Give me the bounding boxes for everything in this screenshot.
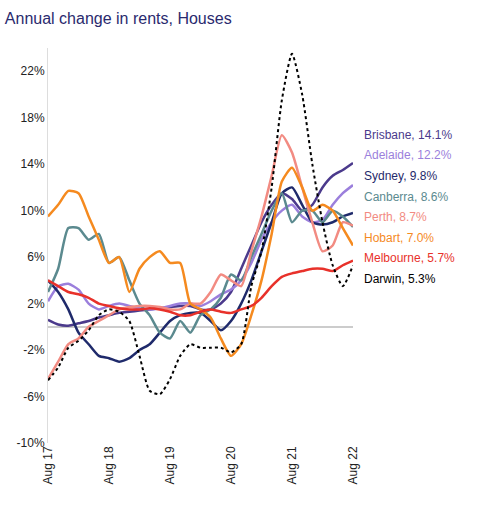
svg-text:Sydney, 9.8%: Sydney, 9.8% [364,169,437,183]
svg-text:Annual change in rents, Houses: Annual change in rents, Houses [5,10,232,27]
svg-text:2%: 2% [27,297,45,311]
svg-text:Perth, 8.7%: Perth, 8.7% [364,210,427,224]
svg-text:Canberra, 8.6%: Canberra, 8.6% [364,190,448,204]
svg-text:Melbourne, 5.7%: Melbourne, 5.7% [364,251,455,265]
svg-text:Adelaide, 12.2%: Adelaide, 12.2% [364,148,452,162]
svg-text:-6%: -6% [23,390,45,404]
svg-text:-10%: -10% [17,436,45,450]
svg-text:Darwin, 5.3%: Darwin, 5.3% [364,272,436,286]
svg-text:Aug 19: Aug 19 [163,446,177,484]
svg-text:10%: 10% [21,204,45,218]
svg-text:Brisbane, 14.1%: Brisbane, 14.1% [364,128,452,142]
svg-text:-2%: -2% [23,343,45,357]
svg-text:Aug 18: Aug 18 [102,446,116,484]
svg-text:14%: 14% [21,157,45,171]
svg-text:Hobart, 7.0%: Hobart, 7.0% [364,231,434,245]
svg-text:Aug 21: Aug 21 [285,446,299,484]
svg-text:6%: 6% [27,250,45,264]
svg-text:Aug 20: Aug 20 [224,446,238,484]
svg-text:18%: 18% [21,111,45,125]
svg-text:22%: 22% [21,64,45,78]
svg-text:Aug 22: Aug 22 [346,446,360,484]
svg-text:Aug 17: Aug 17 [41,446,55,484]
